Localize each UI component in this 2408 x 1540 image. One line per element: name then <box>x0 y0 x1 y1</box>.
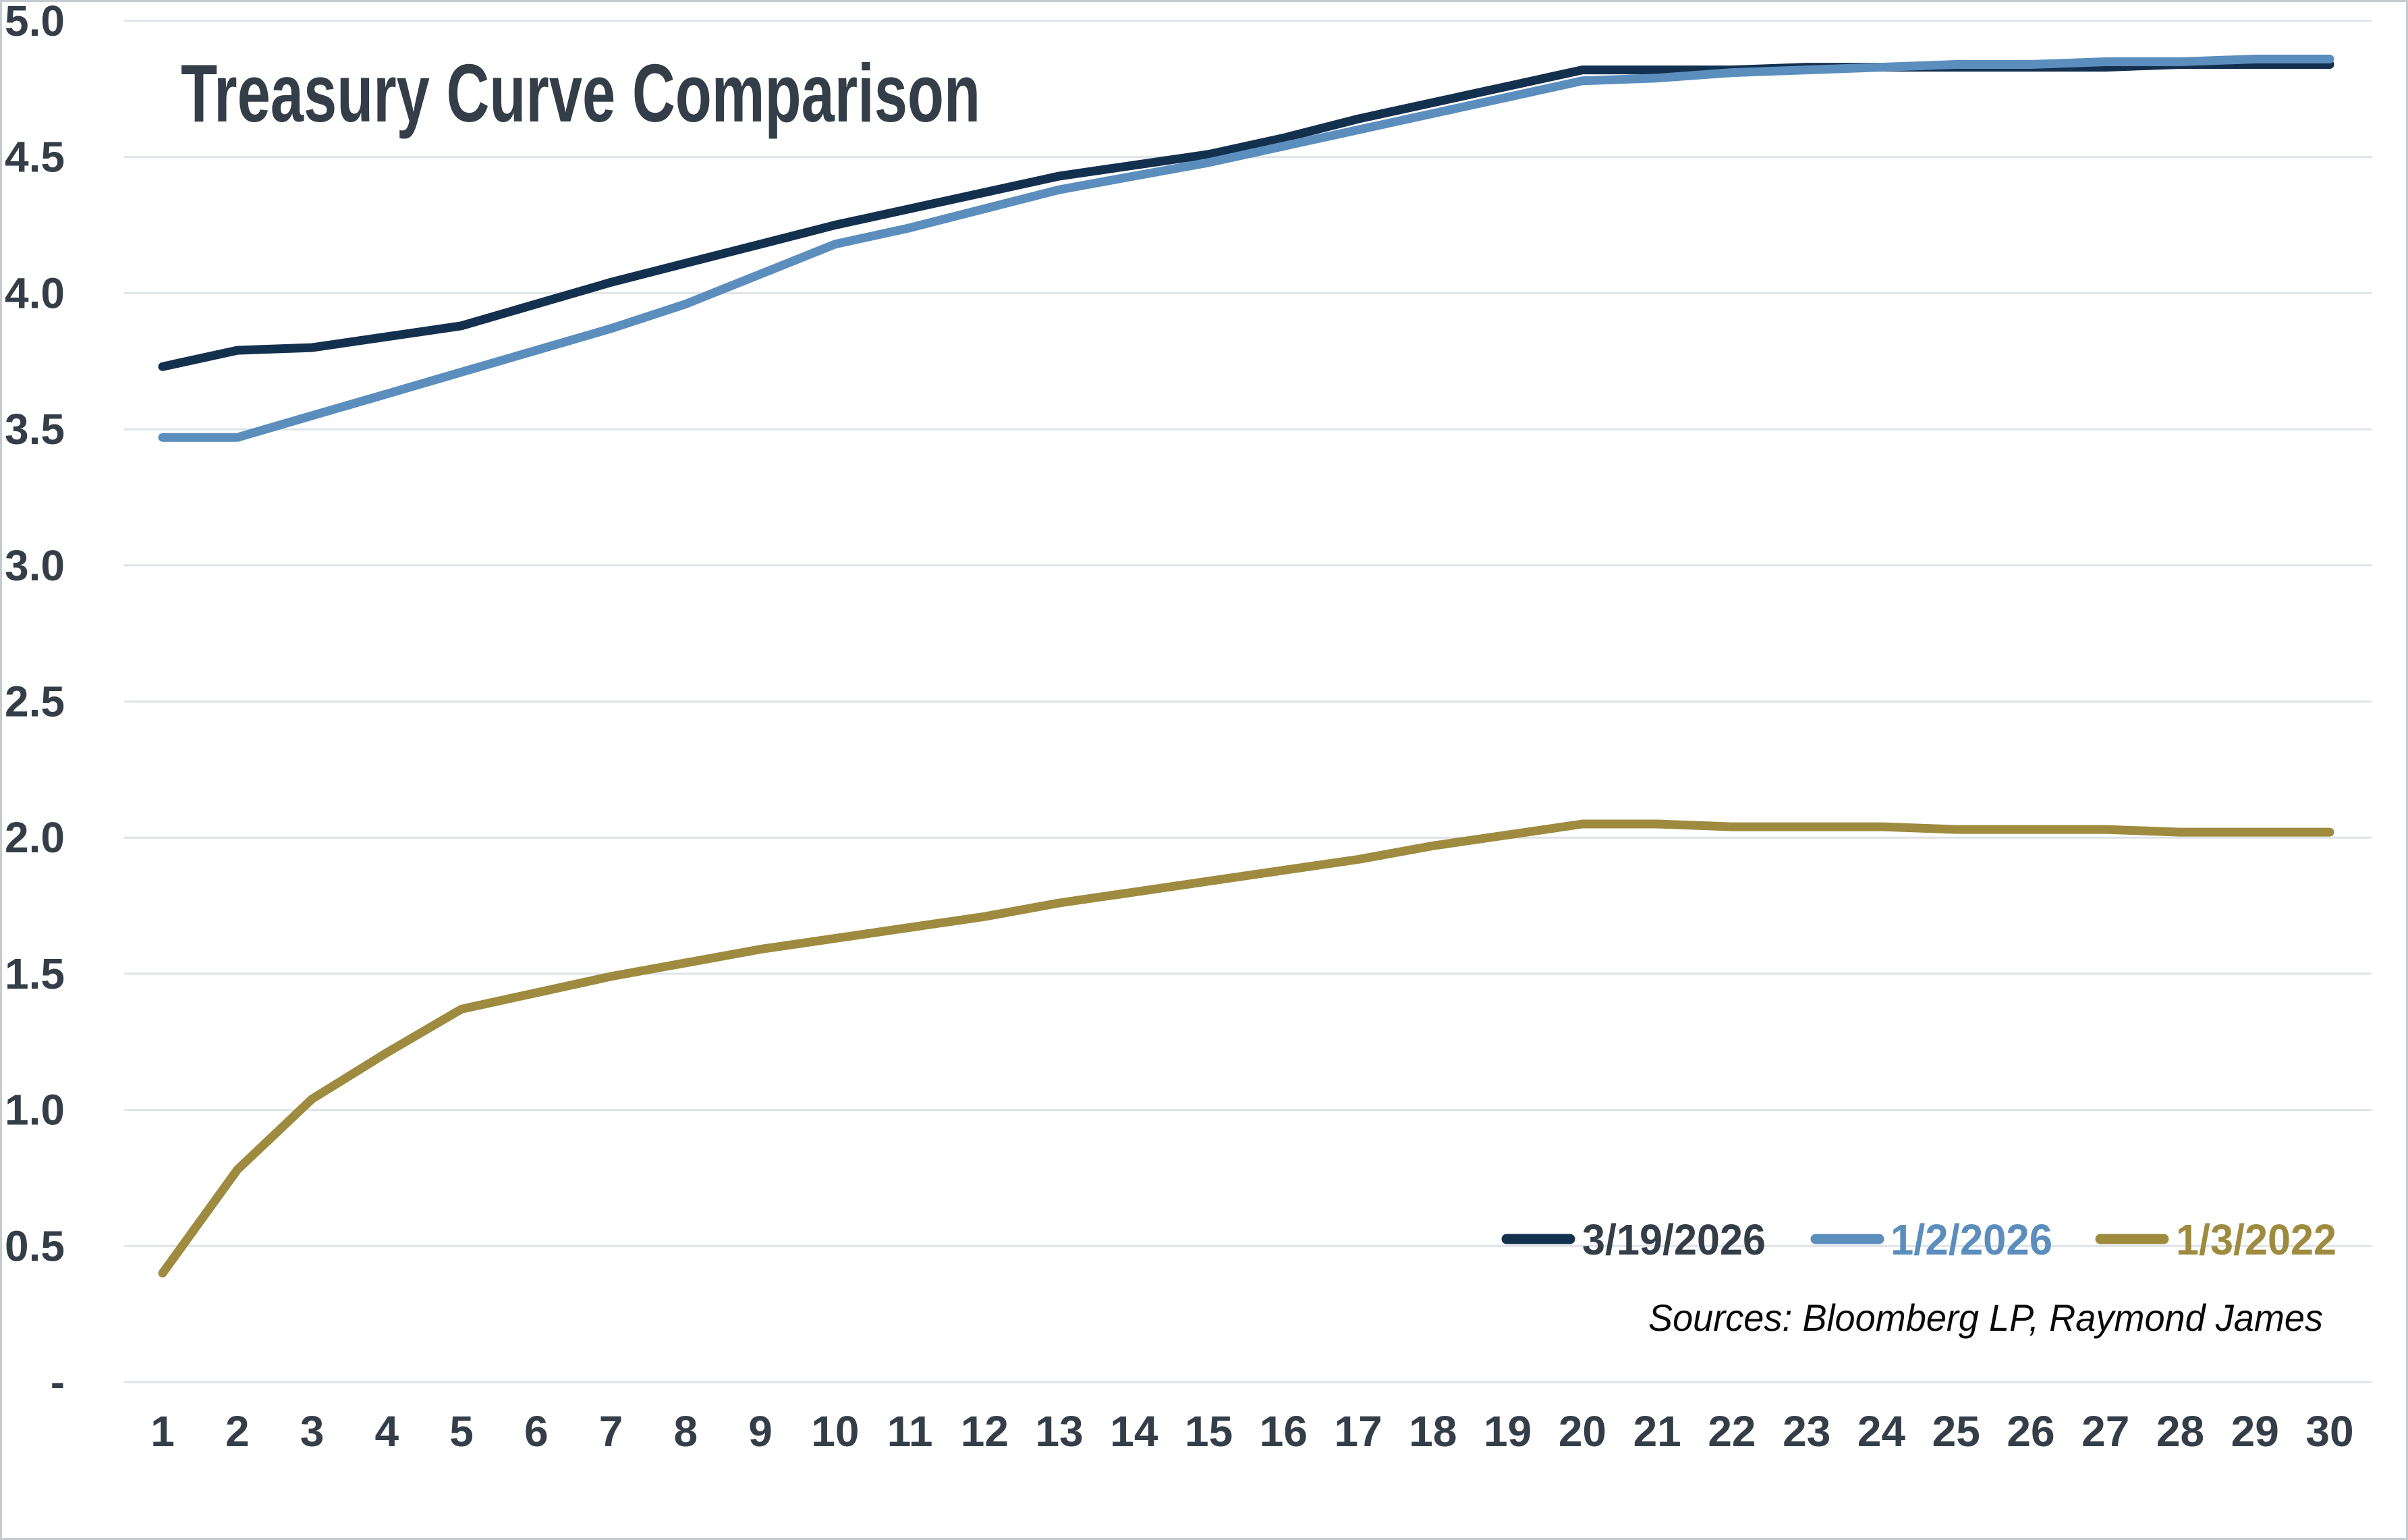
y-axis: 5.0 4.5 4.0 3.5 3.0 2.5 2.0 1.5 1.0 0.5 - <box>5 0 65 1406</box>
x-tick-label: 22 <box>1708 1407 1756 1456</box>
x-tick-label: 28 <box>2156 1407 2204 1456</box>
y-tick-label: 0.5 <box>5 1221 65 1270</box>
y-tick-label: 3.0 <box>5 541 65 590</box>
series-line-1-3-2022 <box>158 819 2334 1278</box>
x-tick-label: 21 <box>1633 1407 1681 1456</box>
x-tick-label: 14 <box>1110 1407 1158 1456</box>
y-tick-label: 2.0 <box>5 813 65 862</box>
y-tick-label: 4.0 <box>5 269 65 317</box>
source-note: Sources: Bloomberg LP, Raymond James <box>1648 1296 2323 1339</box>
x-tick-label: 1 <box>150 1407 175 1456</box>
x-tick-label: 11 <box>887 1407 933 1456</box>
legend-label-3-19-2026: 3/19/2026 <box>1582 1215 1766 1264</box>
x-tick-label: 23 <box>1783 1407 1830 1456</box>
x-tick-label: 25 <box>1932 1407 1980 1456</box>
legend-label-1-2-2026: 1/2/2026 <box>1891 1215 2052 1264</box>
x-tick-label: 9 <box>748 1407 773 1456</box>
x-tick-label: 8 <box>674 1407 698 1456</box>
x-tick-label: 26 <box>2007 1407 2054 1456</box>
x-tick-label: 6 <box>524 1407 549 1456</box>
x-tick-label: 27 <box>2081 1407 2129 1456</box>
x-tick-label: 12 <box>961 1407 1009 1456</box>
x-tick-label: 19 <box>1484 1407 1532 1456</box>
x-tick-label: 10 <box>811 1407 859 1456</box>
x-tick-label: 20 <box>1559 1407 1606 1456</box>
legend: 3/19/2026 1/2/2026 1/3/2022 <box>1501 1215 2336 1264</box>
y-tick-label: 1.0 <box>5 1086 65 1134</box>
x-tick-label: 30 <box>2305 1407 2353 1456</box>
series-lines <box>158 55 2334 1278</box>
x-tick-label: 4 <box>374 1407 399 1456</box>
gridlines <box>124 20 2372 1383</box>
y-tick-label: 2.5 <box>5 678 65 726</box>
x-tick-label: 5 <box>449 1407 474 1456</box>
x-tick-label: 3 <box>300 1407 325 1456</box>
y-tick-label: 1.5 <box>5 950 65 998</box>
y-tick-label: 5.0 <box>5 0 65 45</box>
x-tick-label: 29 <box>2231 1407 2279 1456</box>
legend-label-1-3-2022: 1/3/2022 <box>2176 1215 2336 1264</box>
x-tick-label: 18 <box>1409 1407 1457 1456</box>
y-tick-label: 4.5 <box>5 133 65 182</box>
y-tick-label: - <box>51 1358 65 1406</box>
x-tick-label: 17 <box>1335 1407 1382 1456</box>
y-tick-label: 3.5 <box>5 405 65 453</box>
x-tick-label: 13 <box>1036 1407 1084 1456</box>
x-axis: 1 2 3 4 5 6 7 8 9 10 11 12 13 14 15 16 17 18 19 20 21 22 23 24 2… <box>150 1407 2353 1456</box>
series-line-1-2-2026 <box>158 55 2334 442</box>
x-tick-label: 2 <box>225 1407 250 1456</box>
x-tick-label: 7 <box>599 1407 623 1456</box>
chart-title: Treasury Curve Comparison <box>181 47 980 139</box>
x-tick-label: 15 <box>1185 1407 1233 1456</box>
x-tick-label: 16 <box>1260 1407 1308 1456</box>
x-tick-label: 24 <box>1857 1407 1906 1456</box>
